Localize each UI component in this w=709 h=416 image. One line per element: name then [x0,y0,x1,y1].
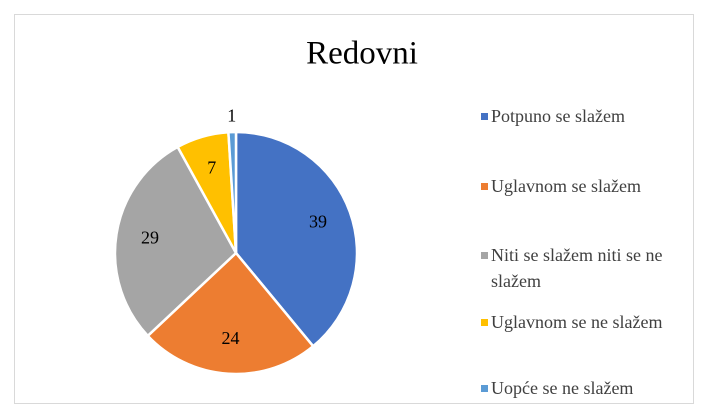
legend-swatch [481,113,488,120]
legend-label: Uopće se ne slažem [491,378,634,398]
data-label: 24 [222,328,240,348]
pie-slice [146,251,315,376]
data-label: 1 [227,106,236,126]
legend-swatch [481,183,488,190]
legend-label: Uglavnom se slažem [491,176,641,196]
data-label: 7 [207,157,216,177]
legend-swatch [481,319,488,326]
legend-swatch [481,385,488,392]
chart-border [14,14,694,404]
legend-label: Uglavnom se ne slažem [491,312,663,332]
pie-slice [234,130,359,348]
pie-slice [113,145,238,338]
data-label: 39 [309,212,327,232]
data-label: 29 [141,227,159,247]
pie-slice [227,130,238,254]
legend-swatch [481,252,488,259]
legend-label: Potpuno se slažem [491,106,625,126]
legend-label: Niti se slažem niti se ne slažem [491,245,663,291]
chart-title: Redovni [306,36,418,72]
